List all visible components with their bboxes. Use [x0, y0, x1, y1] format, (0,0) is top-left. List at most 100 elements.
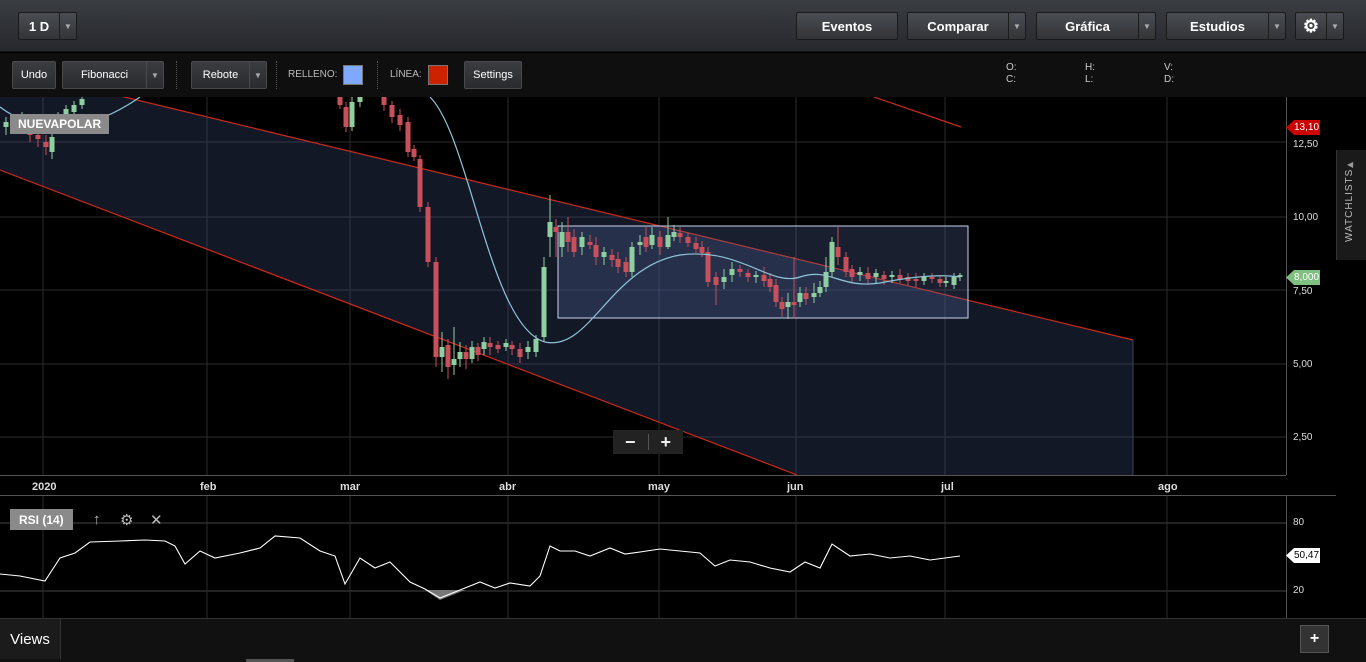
arrow-up-icon[interactable]: ↑ — [93, 511, 101, 528]
candle — [729, 269, 735, 275]
zoom-in-button[interactable]: + — [660, 431, 671, 452]
candle — [713, 277, 719, 285]
eventos-button[interactable]: Eventos — [796, 12, 898, 40]
candle — [797, 293, 803, 302]
candle — [905, 277, 911, 281]
candle — [495, 345, 501, 349]
candle — [71, 105, 77, 112]
time-tick: jun — [787, 481, 804, 493]
grafica-button[interactable]: Gráfica ▼ — [1036, 12, 1156, 40]
fibonacci-label: Fibonacci — [80, 69, 129, 81]
toolbar-divider — [276, 61, 277, 89]
line-color-swatch[interactable] — [428, 65, 448, 85]
caret-down-icon: ▼ — [1268, 13, 1285, 39]
close-icon[interactable]: ✕ — [150, 512, 163, 529]
candle — [881, 275, 887, 279]
bottom-bar — [0, 618, 1366, 662]
zoom-out-button[interactable]: − — [624, 431, 636, 452]
candlestick-series — [3, 97, 963, 379]
candle — [943, 281, 949, 283]
settings-button[interactable]: Settings — [464, 61, 522, 89]
trend-line-top[interactable] — [873, 96, 962, 128]
interval-dropdown[interactable]: 1 D ▼ — [18, 12, 77, 40]
candle — [957, 275, 963, 277]
candle — [643, 237, 649, 247]
caret-down-icon: ▼ — [1008, 13, 1025, 39]
high-price-tag: 13,10 — [1286, 120, 1320, 135]
linea-label: LÍNEA: — [390, 69, 422, 80]
ohlc-high: H: — [1085, 62, 1095, 73]
caret-down-icon: ▼ — [249, 62, 266, 88]
candle — [951, 277, 957, 285]
candle — [533, 339, 539, 352]
gear-icon[interactable]: ⚙ — [120, 512, 134, 529]
channel-lower-line[interactable] — [0, 169, 798, 476]
candle — [913, 279, 919, 281]
fibonacci-dropdown[interactable]: Fibonacci ▼ — [62, 61, 164, 89]
add-view-button[interactable]: + — [1300, 625, 1329, 653]
candle — [559, 232, 565, 247]
candle — [349, 102, 355, 127]
views-tab[interactable]: Views — [0, 619, 61, 659]
rebote-label: Rebote — [202, 69, 239, 81]
top-bar: 1 D ▼ Eventos Comparar ▼ Gráfica ▼ Estud… — [0, 0, 1366, 52]
candle — [63, 109, 69, 115]
candle — [657, 237, 663, 247]
candle — [849, 269, 855, 277]
channel-upper-line[interactable] — [0, 66, 1134, 341]
candle — [615, 259, 621, 267]
ohlc-volume: V: — [1164, 62, 1174, 73]
time-tick: ago — [1158, 481, 1178, 493]
time-tick: 2020 — [32, 481, 57, 493]
grafica-label: Gráfica — [1065, 18, 1110, 34]
estudios-button[interactable]: Estudios ▼ — [1166, 12, 1286, 40]
fill-color-swatch[interactable] — [343, 65, 363, 85]
candle — [843, 257, 849, 272]
candle — [457, 352, 463, 359]
caret-down-icon: ▼ — [1138, 13, 1155, 39]
comparar-button[interactable]: Comparar ▼ — [907, 12, 1026, 40]
symbol-label: NUEVAPOLAR — [10, 114, 110, 134]
candle — [525, 347, 531, 352]
candle — [665, 235, 671, 247]
scrollbar-thumb[interactable] — [246, 659, 294, 662]
candle — [699, 247, 705, 253]
price-chart[interactable] — [0, 66, 1286, 476]
price-tick: 10,00 — [1293, 212, 1319, 223]
candle — [649, 235, 655, 245]
rebote-dropdown[interactable]: Rebote ▼ — [191, 61, 267, 89]
candle — [829, 242, 835, 272]
candle — [451, 359, 457, 365]
settings-menu-button[interactable]: ⚙ ▼ — [1295, 12, 1344, 40]
rsi-panel[interactable] — [0, 495, 1286, 619]
watchlists-tab[interactable]: ◀ WATCHLISTS — [1336, 150, 1366, 260]
candle — [411, 149, 417, 157]
channel-fill — [0, 67, 1133, 475]
candle — [3, 122, 9, 127]
candle — [857, 272, 863, 275]
rsi-study-label[interactable]: RSI (14) — [10, 509, 73, 530]
gear-icon: ⚙ — [1302, 15, 1320, 36]
candle — [79, 99, 85, 105]
candle — [487, 343, 493, 347]
time-axis[interactable]: 2020 feb mar abr may jun jul ago — [0, 475, 1286, 495]
candle — [817, 287, 823, 293]
relleno-label: RELLENO: — [288, 69, 338, 80]
toolbar-divider — [176, 61, 177, 89]
price-axis[interactable]: 12,50 10,00 7,50 5,00 2,50 — [1286, 97, 1336, 475]
rsi-grid — [42, 496, 1168, 619]
rsi-line — [0, 535, 961, 599]
ohlc-low: L: — [1085, 74, 1094, 85]
candle — [445, 345, 451, 367]
rsi-chart-svg — [0, 496, 1286, 619]
candle — [579, 237, 585, 247]
candle — [753, 275, 759, 277]
candle — [49, 137, 55, 152]
candle — [397, 115, 403, 125]
candle — [463, 352, 469, 359]
candle — [823, 272, 829, 287]
candle — [541, 267, 547, 337]
rsi-tick: 80 — [1293, 517, 1305, 528]
undo-button[interactable]: Undo — [12, 61, 56, 89]
candle — [779, 302, 785, 309]
